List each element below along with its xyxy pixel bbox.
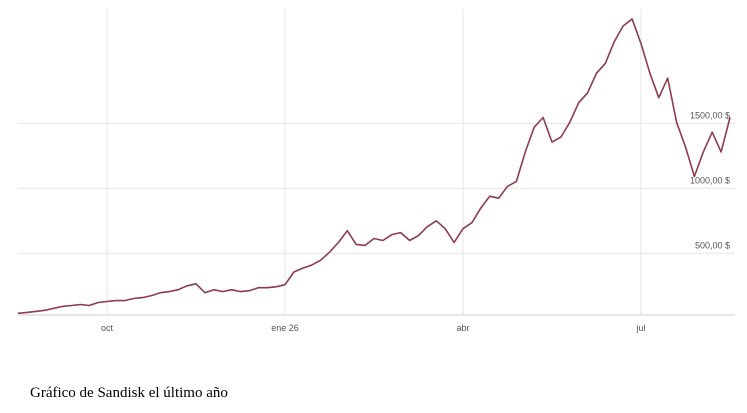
x-tick-label: abr — [456, 323, 469, 333]
y-tick-label: 500,00 $ — [695, 240, 730, 250]
price-line — [17, 18, 731, 315]
caption: Gráfico de Sandisk el último año — [30, 385, 228, 401]
x-tick-label: ene 26 — [271, 323, 299, 333]
x-tick-label: oct — [101, 323, 114, 333]
y-tick-label: 1500,00 $ — [690, 110, 730, 120]
y-tick-label: 1000,00 $ — [690, 175, 730, 185]
x-tick-label: jul — [635, 323, 645, 333]
